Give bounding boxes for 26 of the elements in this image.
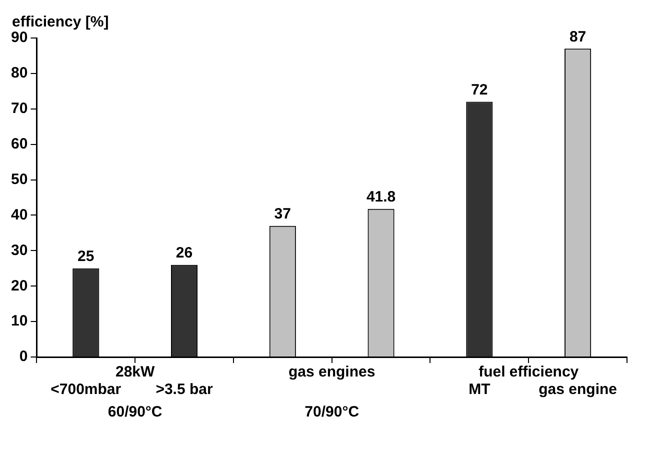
text: 28kW [115, 364, 156, 381]
data-label: 87 [569, 28, 586, 46]
y-tick-label: 70 [10, 100, 28, 118]
text: 60/90°C [108, 404, 162, 421]
text: fuel efficiency [478, 364, 580, 381]
data-label: 26 [176, 244, 193, 262]
y-tick-label: 40 [10, 206, 28, 224]
data-label: 41.8 [366, 188, 396, 206]
y-tick-label: 30 [10, 242, 28, 259]
data-label: 37 [274, 205, 291, 222]
y-tick-label: 80 [10, 64, 28, 82]
y-tick-label: 90 [10, 29, 28, 46]
text: gas engines [288, 364, 376, 381]
x-tick-label: gas engine [538, 381, 617, 398]
y-tick-label: 50 [10, 170, 28, 188]
y-tick-label: 60 [10, 135, 28, 152]
x-tick-label: >3.5 bar [156, 381, 213, 398]
y-tick-label: 10 [10, 312, 28, 330]
x-tick-label: MT [468, 381, 490, 398]
x-tick-label: <700mbar [50, 381, 122, 398]
text: 70/90°C [304, 404, 360, 421]
data-label: 25 [78, 248, 94, 266]
y-tick-label: 20 [10, 277, 28, 294]
y-tick-label: 0 [19, 348, 28, 366]
y-axis-title: efficiency [%] [12, 14, 109, 31]
data-label: 72 [471, 81, 488, 98]
